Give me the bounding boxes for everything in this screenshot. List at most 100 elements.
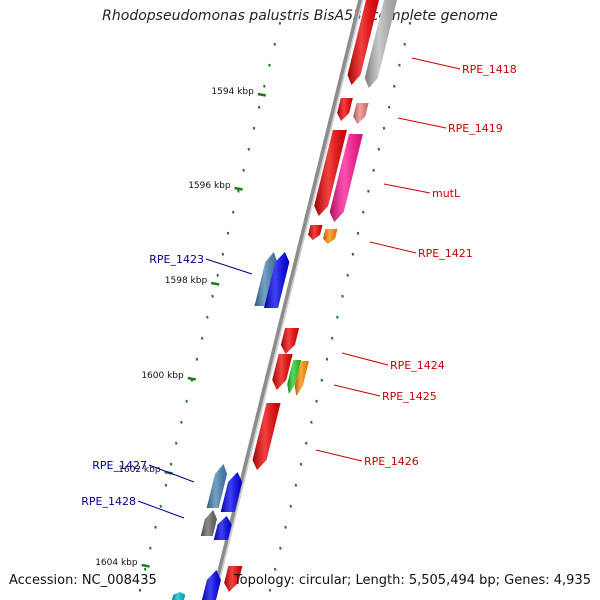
gene-label: RPE_1427 (92, 459, 147, 472)
label-leader (333, 384, 381, 397)
label-leader (411, 57, 461, 70)
outer-track-dot (284, 525, 287, 529)
gene-rpe1423a-shade (254, 252, 278, 306)
tick-mark (257, 92, 267, 97)
outer-track-dot (346, 273, 349, 277)
outer-track-dot (387, 105, 391, 109)
inner-track-dot (211, 294, 214, 298)
outer-track-dot (268, 588, 272, 592)
label-leader (369, 241, 417, 254)
inner-track-dot (164, 483, 168, 487)
outer-track-dot (377, 147, 381, 151)
gene-rpe1423-shade (264, 252, 290, 308)
tick-label: 1600 kbp (141, 371, 184, 381)
gene-rpe1427-shade (220, 472, 243, 512)
label-leader (205, 258, 253, 275)
inner-track-dot (195, 357, 199, 361)
inner-track-dot (252, 126, 256, 130)
map-title: Rhodopseudomonas palustris BisA53, compl… (102, 8, 498, 24)
inner-track-dot (247, 147, 251, 151)
label-leader (341, 352, 389, 366)
outer-track-dot (351, 252, 355, 256)
inner-track-dot (185, 399, 188, 403)
inner-track-dot (231, 210, 235, 214)
tick-mark (141, 563, 150, 568)
outer-track-dot (330, 336, 334, 340)
gene-rpe1419a-shade (337, 98, 353, 121)
inner-track-dot (242, 168, 245, 172)
gene-label: RPE_1421 (418, 247, 473, 260)
inner-track-dot (268, 63, 271, 67)
outer-track-dot (367, 189, 370, 193)
tick-mark (187, 376, 196, 381)
outer-track-dot (320, 378, 324, 382)
outer-track-dot (299, 462, 303, 466)
inner-track-dot (221, 252, 225, 256)
outer-track-dot (341, 294, 344, 298)
outer-track-dot (294, 483, 298, 487)
inner-track-dot (159, 504, 162, 508)
gene-rpe1420-shade (308, 225, 323, 240)
tick-label: 1602 kbp (118, 465, 161, 475)
gene-label: RPE_1424 (390, 359, 445, 372)
gene-rpe1428a-shade (200, 510, 217, 536)
gene-rpe1425-shade (294, 361, 309, 396)
inner-track-dot (174, 441, 178, 445)
gene-label: RPE_1428 (81, 495, 136, 508)
outer-track-dot (408, 21, 412, 25)
gene-label: RPE_1426 (364, 455, 419, 468)
inner-track-dot (257, 105, 261, 109)
outer-track-dot (273, 567, 277, 571)
inner-track-dot (237, 189, 240, 193)
inner-track-dot (226, 231, 230, 235)
outer-track-dot (325, 357, 329, 361)
outer-track-dot (315, 399, 318, 403)
gene-mutl-a-shade (314, 130, 347, 216)
gene-rpe1421-shade (323, 229, 338, 244)
gene-rpe1426-shade (252, 403, 281, 470)
outer-track-dot (279, 546, 282, 550)
gene-mutl-shade (329, 134, 363, 222)
genome-summary-text: Topology: circular; Length: 5,505,494 bp… (233, 573, 591, 588)
outer-track-dot (356, 231, 360, 235)
inner-track-dot (149, 546, 152, 550)
gene-rpe1419-shade (353, 103, 369, 124)
outer-track-dot (393, 84, 396, 88)
gene-rpe1418-shade (364, 0, 397, 88)
accession-text: Accession: NC_008435 (9, 573, 157, 588)
inner-track-dot (278, 21, 282, 25)
label-leader (148, 464, 195, 483)
inner-track-dot (200, 336, 204, 340)
outer-track-dot (361, 210, 365, 214)
gene-rpe1427a-shade (206, 464, 228, 508)
gene-rpe1417-shade (347, 0, 379, 85)
tick-label: 1594 kbp (211, 87, 254, 97)
outer-track-dot (382, 126, 386, 130)
outer-track-dot (289, 504, 292, 508)
outer-track-dot (304, 441, 308, 445)
outer-track-dot (336, 315, 339, 319)
gene-rpe1424-shade (272, 354, 293, 390)
gene-label: RPE_1418 (462, 63, 517, 76)
gene-label: RPE_1425 (382, 390, 437, 403)
tick-mark (234, 186, 243, 191)
outer-track-dot (403, 42, 406, 46)
gene-rpe1428-shade (213, 516, 232, 540)
gene-label: RPE_1419 (448, 122, 503, 135)
inner-track-dot (263, 84, 266, 88)
gene-rpe1431-shade (171, 592, 186, 600)
tick-mark (210, 281, 220, 286)
outer-track-dot (398, 63, 401, 67)
tick-label: 1596 kbp (188, 181, 231, 191)
gene-label: mutL (432, 187, 461, 200)
label-leader (383, 183, 431, 194)
inner-track-dot (180, 420, 183, 424)
gene-rpe1429-shade (224, 566, 243, 592)
inner-track-dot (206, 315, 209, 319)
gene-label: RPE_1423 (149, 253, 204, 266)
tick-label: 1604 kbp (95, 558, 138, 568)
inner-track-dot (216, 273, 219, 277)
label-leader (137, 500, 185, 519)
